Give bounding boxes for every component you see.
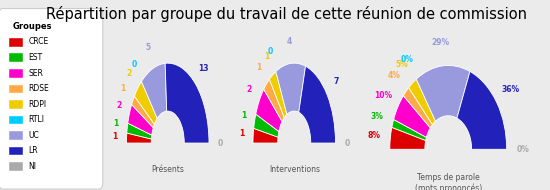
Wedge shape (165, 63, 209, 143)
Bar (9, 54, 23, 62)
Text: 0: 0 (131, 60, 137, 69)
Text: Temps de parole
(mots prononcés): Temps de parole (mots prononcés) (415, 173, 482, 190)
Text: SER: SER (29, 69, 43, 78)
Text: 1: 1 (112, 132, 118, 141)
Bar (9, 69, 23, 78)
Text: 4: 4 (287, 37, 292, 46)
Wedge shape (126, 133, 151, 143)
Wedge shape (270, 71, 287, 118)
Text: 13: 13 (199, 64, 209, 73)
Text: EST: EST (29, 53, 43, 62)
Wedge shape (134, 82, 157, 124)
FancyBboxPatch shape (0, 9, 103, 189)
Text: NI: NI (29, 162, 37, 171)
Wedge shape (390, 127, 426, 149)
Text: 10%: 10% (375, 91, 393, 100)
Text: 1: 1 (113, 119, 118, 128)
Wedge shape (127, 123, 152, 139)
Text: 2: 2 (116, 101, 122, 110)
Text: 8%: 8% (367, 131, 381, 140)
Wedge shape (128, 105, 153, 135)
Text: RTLI: RTLI (29, 115, 45, 124)
Text: 3%: 3% (371, 112, 383, 121)
Text: RDSE: RDSE (29, 84, 50, 93)
Text: 1: 1 (241, 111, 246, 120)
Wedge shape (141, 63, 167, 118)
Bar (9, 100, 23, 109)
Text: 29%: 29% (432, 38, 450, 47)
Wedge shape (254, 114, 279, 137)
Bar (9, 131, 23, 140)
Text: 5%: 5% (396, 60, 409, 69)
Text: 0: 0 (268, 47, 273, 56)
Wedge shape (409, 79, 436, 125)
Text: 1: 1 (264, 52, 269, 61)
Text: UC: UC (29, 131, 40, 140)
Wedge shape (131, 96, 155, 128)
Text: LR: LR (29, 146, 38, 155)
Bar (9, 38, 23, 47)
Text: 0%: 0% (516, 145, 530, 154)
Wedge shape (299, 66, 336, 143)
Wedge shape (276, 63, 306, 114)
Wedge shape (403, 88, 432, 128)
Text: 0%: 0% (401, 55, 414, 64)
Text: Répartition par groupe du travail de cette réunion de commission: Répartition par groupe du travail de cet… (46, 6, 526, 22)
Bar (9, 147, 23, 155)
Text: 0: 0 (218, 139, 223, 148)
Bar (9, 162, 23, 171)
Text: 0: 0 (344, 139, 350, 148)
Wedge shape (264, 79, 284, 122)
Text: 4%: 4% (388, 71, 400, 80)
Text: 36%: 36% (501, 85, 519, 94)
Text: 1: 1 (256, 63, 261, 72)
Wedge shape (457, 71, 507, 149)
Text: 2: 2 (247, 85, 252, 94)
Text: Interventions: Interventions (269, 165, 320, 174)
Text: Groupes: Groupes (12, 22, 52, 31)
Wedge shape (256, 89, 282, 131)
Text: 5: 5 (146, 44, 151, 52)
Text: 1: 1 (120, 84, 126, 93)
Wedge shape (394, 96, 430, 137)
Text: RDPI: RDPI (29, 100, 47, 109)
Text: 1: 1 (239, 129, 244, 138)
Wedge shape (416, 66, 470, 121)
Wedge shape (392, 120, 426, 141)
Bar (9, 116, 23, 124)
Text: Présents: Présents (151, 165, 184, 174)
Text: 2: 2 (126, 69, 132, 78)
Text: 7: 7 (334, 77, 339, 86)
Wedge shape (253, 128, 278, 143)
Text: CRCE: CRCE (29, 37, 49, 46)
Bar (9, 85, 23, 93)
